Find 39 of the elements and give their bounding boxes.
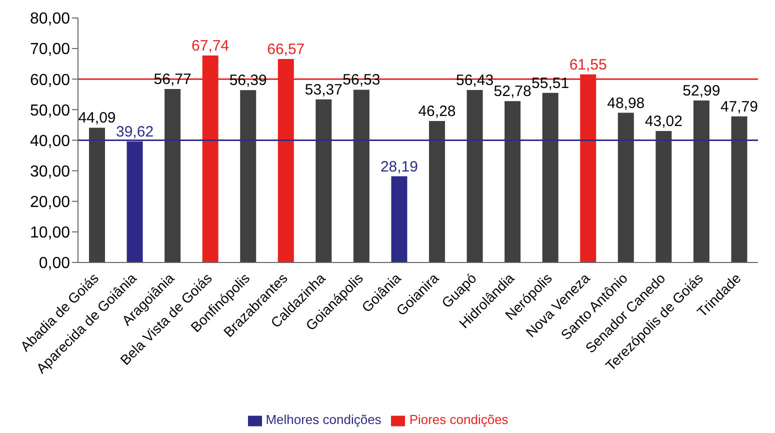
- data-label: 55,51: [532, 74, 570, 92]
- data-label: 39,62: [116, 123, 154, 140]
- data-label: 53,37: [304, 81, 342, 98]
- y-tick-label: 70,00: [30, 41, 70, 58]
- y-tick-label: 80,00: [30, 10, 70, 28]
- data-label: 28,19: [380, 158, 418, 176]
- legend-label: Piores condições: [409, 412, 508, 428]
- legend-label: Melhores condições: [266, 412, 382, 428]
- bar: [656, 130, 672, 262]
- data-label: 48,98: [607, 94, 645, 112]
- data-label: 67,74: [192, 37, 230, 54]
- data-label: 47,79: [720, 98, 758, 116]
- bar: [429, 121, 445, 262]
- data-label: 52,78: [494, 83, 532, 100]
- y-tick-label: 40,00: [30, 132, 70, 150]
- bar: [731, 116, 748, 262]
- y-tick-label: 60,00: [30, 72, 70, 89]
- data-label: 66,57: [267, 41, 305, 58]
- bar: [316, 99, 332, 262]
- y-tick-label: 10,00: [30, 224, 70, 242]
- bar: [542, 92, 558, 262]
- bar: [240, 90, 256, 262]
- bar: [353, 90, 370, 262]
- bar: [504, 101, 521, 262]
- data-label: 43,02: [644, 112, 682, 130]
- y-tick-label: 20,00: [30, 194, 70, 212]
- bar: [618, 112, 634, 262]
- data-label: 46,28: [418, 103, 456, 120]
- data-label: 52,99: [682, 82, 720, 100]
- data-label: 61,55: [569, 56, 607, 74]
- y-tick-label: 50,00: [30, 102, 70, 120]
- y-tick-label: 30,00: [30, 163, 70, 180]
- bar: [164, 88, 181, 262]
- bar: [89, 128, 105, 262]
- bar: [693, 100, 710, 262]
- data-label: 44,09: [78, 110, 116, 127]
- bar: [391, 176, 408, 262]
- y-tick-label: 0,00: [38, 255, 70, 272]
- bar: [466, 90, 483, 262]
